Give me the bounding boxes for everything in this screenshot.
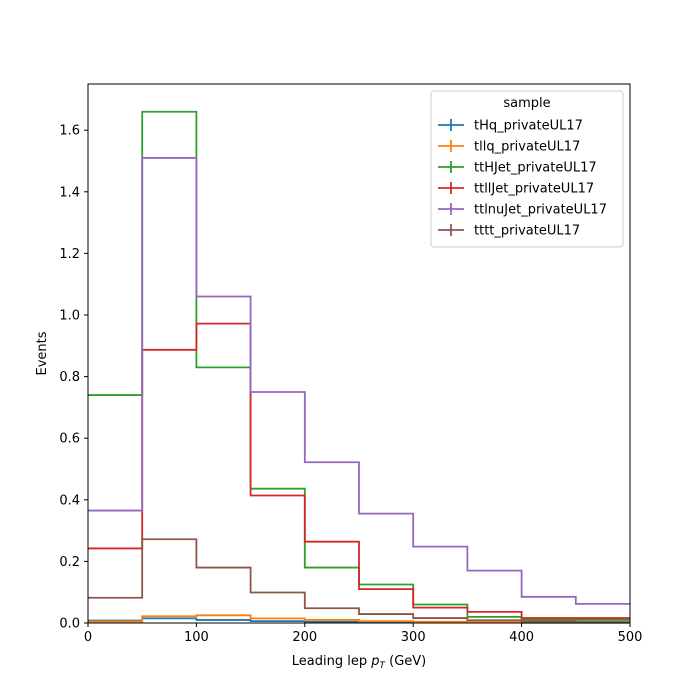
- series-line-ttllJet_privateUL17: [88, 322, 630, 619]
- x-axis-ticks: 0 100 200 300 400 500: [84, 623, 643, 645]
- series-line-ttlnuJet_privateUL17: [88, 157, 630, 605]
- x-tick-label: 100: [184, 630, 209, 645]
- y-tick-label: 1.2: [59, 247, 80, 262]
- legend: sample tHq_privateUL17 tllq_privateUL17tt…: [430, 90, 624, 248]
- x-axis-title-unit: (GeV): [389, 654, 426, 669]
- x-axis-title-sub: T: [379, 661, 386, 671]
- y-tick-label: 0.4: [59, 493, 80, 508]
- legend-label: ttHJet_privateUL17: [474, 161, 597, 176]
- legend-items: tHq_privateUL17 tllq_privateUL17 ttHJet_pr…: [438, 119, 607, 239]
- y-tick-label: 0.2: [59, 555, 80, 570]
- legend-item: ttlnuJet_privateUL17: [438, 203, 607, 218]
- series-line-tttt_privateUL17: [88, 538, 630, 623]
- legend-title: sample: [503, 96, 550, 111]
- x-tick-label: 400: [509, 630, 534, 645]
- y-tick-label: 0.8: [59, 370, 80, 385]
- legend-item: tttt_privateUL17: [438, 224, 580, 239]
- x-axis-title: Leading lep pT (GeV): [292, 654, 426, 672]
- legend-label: tllq_privateUL17: [474, 140, 580, 155]
- legend-label: tttt_privateUL17: [474, 224, 580, 239]
- legend-label: ttllJet_privateUL17: [474, 182, 594, 197]
- x-tick-label: 200: [292, 630, 317, 645]
- series-layer: [88, 110, 630, 624]
- legend-label: ttlnuJet_privateUL17: [474, 203, 607, 218]
- legend-box: [430, 90, 624, 248]
- y-axis-ticks: 0.0 0.2 0.4 0.6 0.8 1.0 1.2 1.4 1.6: [59, 124, 88, 632]
- plot-frame: [87, 83, 631, 624]
- y-axis-title: Events: [35, 331, 50, 375]
- y-tick-label: 0.0: [59, 617, 80, 632]
- legend-item: ttllJet_privateUL17: [438, 182, 594, 197]
- legend-item: ttHJet_privateUL17: [438, 161, 597, 176]
- x-axis-title-var: p: [370, 654, 379, 669]
- legend-label: tHq_privateUL17: [474, 119, 583, 134]
- x-tick-label: 0: [84, 630, 92, 645]
- y-tick-label: 1.0: [59, 309, 80, 324]
- legend-item: tHq_privateUL17: [438, 119, 583, 134]
- y-tick-label: 1.4: [59, 185, 80, 200]
- x-axis-title-main: Leading lep: [292, 654, 367, 669]
- y-tick-label: 1.6: [59, 124, 80, 139]
- y-tick-label: 0.6: [59, 432, 80, 447]
- legend-item: tllq_privateUL17: [438, 140, 580, 155]
- x-tick-label: 300: [401, 630, 426, 645]
- x-tick-label: 500: [618, 630, 643, 645]
